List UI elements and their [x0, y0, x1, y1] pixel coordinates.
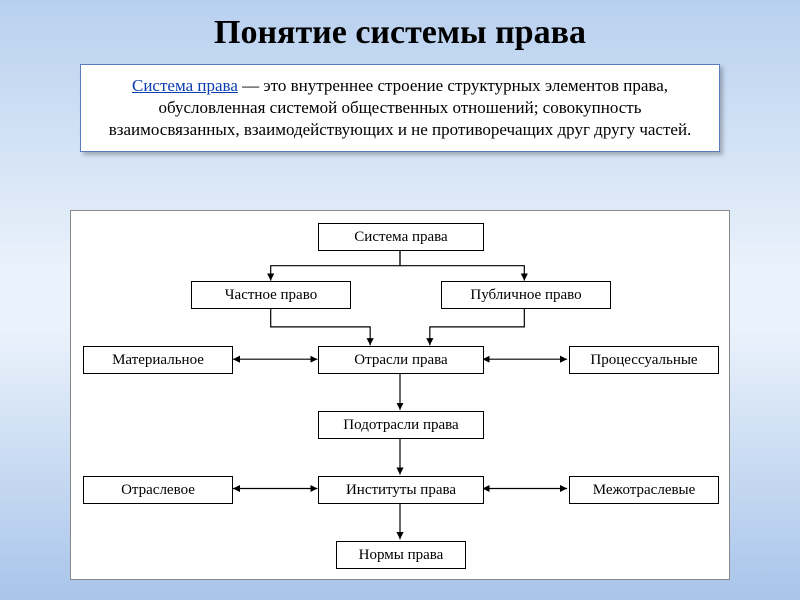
node-mezh: Межотраслевые — [569, 476, 719, 504]
node-otr: Отрасли права — [318, 346, 484, 374]
node-sys: Система права — [318, 223, 484, 251]
edge-sys-priv — [271, 251, 400, 281]
node-inst: Институты права — [318, 476, 484, 504]
node-podotr: Подотрасли права — [318, 411, 484, 439]
node-priv: Частное право — [191, 281, 351, 309]
node-norm: Нормы права — [336, 541, 466, 569]
page-title: Понятие системы права — [0, 0, 800, 52]
node-otrasl: Отраслевое — [83, 476, 233, 504]
definition-box: Система права — это внутреннее строение … — [80, 64, 720, 152]
node-pub: Публичное право — [441, 281, 611, 309]
slide: Понятие системы права Система права — эт… — [0, 0, 800, 600]
flowchart-arrows — [71, 211, 729, 579]
edge-sys-pub — [400, 251, 524, 281]
edge-pub-otr — [430, 308, 524, 345]
edge-priv-otr — [271, 308, 370, 345]
node-proc: Процессуальные — [569, 346, 719, 374]
flowchart: Система права Частное право Публичное прав… — [70, 210, 730, 580]
definition-term: Система права — [132, 76, 238, 95]
node-mat: Материальное — [83, 346, 233, 374]
